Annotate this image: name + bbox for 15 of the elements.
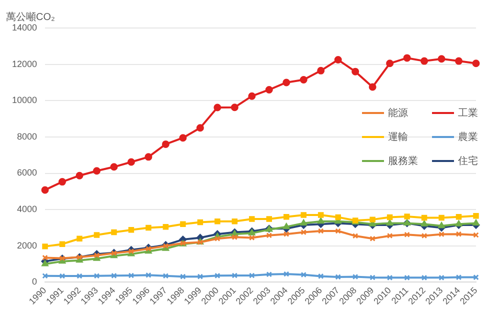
y-tick-label: 6000	[16, 168, 38, 178]
y-tick-label: 0	[32, 276, 38, 287]
legend-label: 工業	[458, 106, 478, 120]
y-tick-label: 10000	[12, 95, 38, 106]
legend-label: 運輸	[388, 131, 408, 144]
legend-label: 農業	[458, 130, 478, 144]
y-tick-label: 2000	[16, 240, 38, 250]
y-tick-label: 4000	[16, 204, 38, 214]
legend-label: 住宅	[458, 154, 478, 168]
y-tick-label: 8000	[16, 131, 38, 142]
legend-label: 能源	[388, 106, 408, 120]
y-tick-label: 12000	[12, 58, 38, 69]
y-tick-label: 14000	[12, 22, 38, 32]
y-axis-title: 萬公噸CO₂	[6, 10, 55, 24]
legend-label: 服務業	[388, 154, 418, 168]
